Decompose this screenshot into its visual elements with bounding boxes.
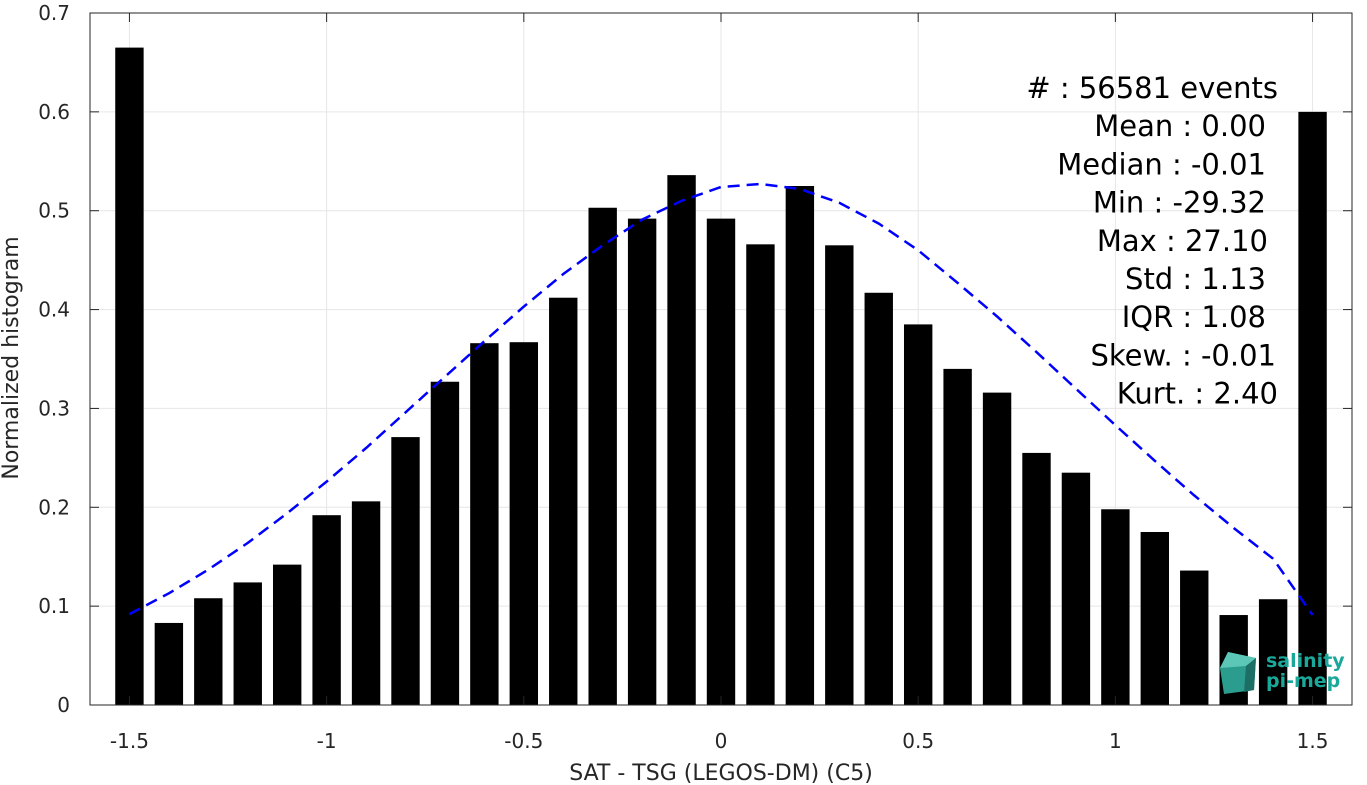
logo-cube-shade (1220, 652, 1256, 668)
y-tick-label: 0.4 (38, 298, 70, 322)
histogram-bar (825, 245, 854, 706)
x-tick-labels: -1.5 -1 -0.5 0 0.5 1 1.5 (110, 729, 1329, 753)
logo-text-line1: salinity (1266, 650, 1345, 672)
x-tick-label: 1 (1109, 729, 1122, 753)
y-tick-label: 0.2 (38, 495, 70, 519)
histogram-bar (903, 324, 933, 705)
y-tick-label: 0.3 (38, 396, 70, 420)
histogram-bar (1061, 472, 1091, 705)
histogram-bar (194, 598, 223, 705)
stats-line: Min : -29.32 (1093, 186, 1266, 220)
histogram-bar (391, 437, 420, 705)
x-tick-label: 0 (715, 729, 728, 753)
logo-cube-dark (1244, 658, 1256, 692)
histogram-bar (864, 292, 893, 705)
histogram-bar (1101, 509, 1130, 705)
stats-annotation: # : 56581 events Mean : 0.00 Median : -0.0… (1026, 71, 1278, 411)
stats-line: Mean : 0.00 (1094, 109, 1266, 143)
histogram-bars (115, 47, 1327, 706)
histogram-bar (667, 175, 696, 705)
grid-lines (90, 12, 1352, 706)
x-tick-label: 1.5 (1297, 729, 1329, 753)
y-tick-labels: 0 0.1 0.2 0.3 0.4 0.5 0.6 0.7 (38, 1, 70, 717)
y-tick-label: 0.6 (38, 100, 70, 124)
histogram-bar (509, 342, 539, 705)
axis-ticks (90, 12, 1352, 706)
histogram-bar (272, 564, 302, 705)
histogram-bar (549, 297, 578, 705)
x-axis-label: SAT - TSG (LEGOS-DM) (C5) (569, 761, 873, 785)
histogram-bar (982, 392, 1012, 705)
salinity-pi-mep-logo: salinity pi-mep (1220, 650, 1345, 694)
y-tick-label: 0.7 (38, 1, 70, 25)
stats-line: Skew. : -0.01 (1090, 338, 1276, 372)
histogram-bar (115, 47, 144, 706)
histogram-bar (746, 244, 775, 705)
histogram-bar (1180, 570, 1209, 705)
x-tick-label: -1 (317, 729, 337, 753)
histogram-bar (1258, 599, 1288, 705)
histogram-bar (706, 218, 736, 705)
y-tick-label: 0 (57, 693, 70, 717)
histogram-bar (588, 207, 617, 705)
histogram-bar (1298, 111, 1327, 706)
stats-line: IQR : 1.08 (1122, 300, 1266, 334)
histogram-bar (233, 582, 262, 705)
histogram-bar (351, 501, 381, 705)
y-axis-label: Normalized histogram (0, 236, 24, 479)
stats-line: Kurt. : 2.40 (1117, 377, 1278, 411)
histogram-bar (312, 515, 341, 705)
y-tick-label: 0.1 (38, 594, 70, 618)
histogram-bar (154, 622, 184, 705)
histogram-bar (785, 186, 815, 705)
x-tick-label: -0.5 (504, 729, 543, 753)
x-tick-label: 0.5 (902, 729, 934, 753)
histogram-bar (1022, 452, 1051, 705)
histogram-bar (627, 218, 657, 705)
stats-line: # : 56581 events (1026, 71, 1278, 105)
histogram-bar (470, 343, 499, 705)
histogram-bar (1140, 532, 1170, 705)
stats-line: Std : 1.13 (1125, 262, 1266, 296)
logo-text-line2: pi-mep (1266, 670, 1340, 692)
histogram-bar (430, 381, 460, 705)
stats-line: Median : -0.01 (1057, 147, 1266, 181)
x-tick-label: -1.5 (110, 729, 149, 753)
normal-fit-curve (128, 182, 1314, 616)
histogram-bar (943, 368, 972, 705)
stats-line: Max : 27.10 (1097, 224, 1268, 258)
y-tick-label: 0.5 (38, 199, 70, 223)
